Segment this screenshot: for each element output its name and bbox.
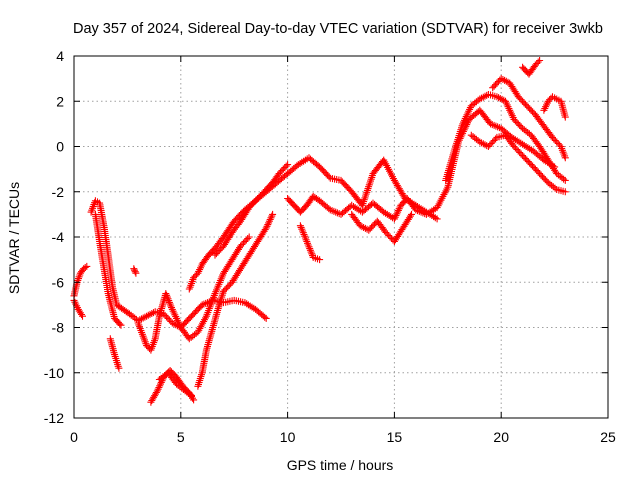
x-tick-label: 15 [387, 429, 403, 445]
x-axis-label: GPS time / hours [287, 457, 394, 473]
data-point-series [134, 233, 253, 354]
data-point-series [540, 93, 569, 121]
data-point-series [194, 210, 277, 390]
data-point-series [91, 210, 125, 329]
data-point-series [348, 210, 415, 245]
y-tick-label: -10 [44, 365, 64, 381]
y-tick-label: -6 [52, 274, 65, 290]
data-points [70, 57, 569, 406]
y-tick-labels: -12 -10 -8 -6 -4 -2 0 2 4 [44, 48, 64, 426]
data-point-series [130, 265, 140, 277]
data-point-series [467, 131, 569, 196]
data-point-series [519, 57, 544, 78]
y-tick-label: -8 [52, 320, 65, 336]
data-point-series [489, 75, 569, 162]
y-tick-label: 4 [56, 48, 64, 64]
y-tick-label: -12 [44, 410, 64, 426]
y-tick-label: 0 [56, 139, 64, 155]
x-tick-label: 5 [177, 429, 185, 445]
data-point-series [106, 335, 123, 372]
y-axis-label: SDTVAR / TECUs [6, 182, 22, 294]
x-tick-label: 0 [70, 429, 78, 445]
chart-title: Day 357 of 2024, Sidereal Day-to-day VTE… [73, 21, 603, 37]
axis-ticks [73, 55, 609, 419]
y-tick-label: -4 [52, 229, 65, 245]
data-point-series [155, 369, 195, 399]
y-tick-label: -2 [52, 184, 65, 200]
y-tick-label: 2 [56, 93, 64, 109]
data-point-series [296, 222, 324, 264]
x-tick-label: 20 [493, 429, 509, 445]
x-tick-label: 25 [600, 429, 616, 445]
x-tick-label: 10 [280, 429, 296, 445]
data-point-series [284, 106, 559, 223]
data-point-series [442, 91, 569, 184]
data-point-series [211, 161, 292, 259]
grid [74, 56, 608, 418]
x-tick-labels: 0 5 10 15 20 25 [70, 429, 616, 445]
